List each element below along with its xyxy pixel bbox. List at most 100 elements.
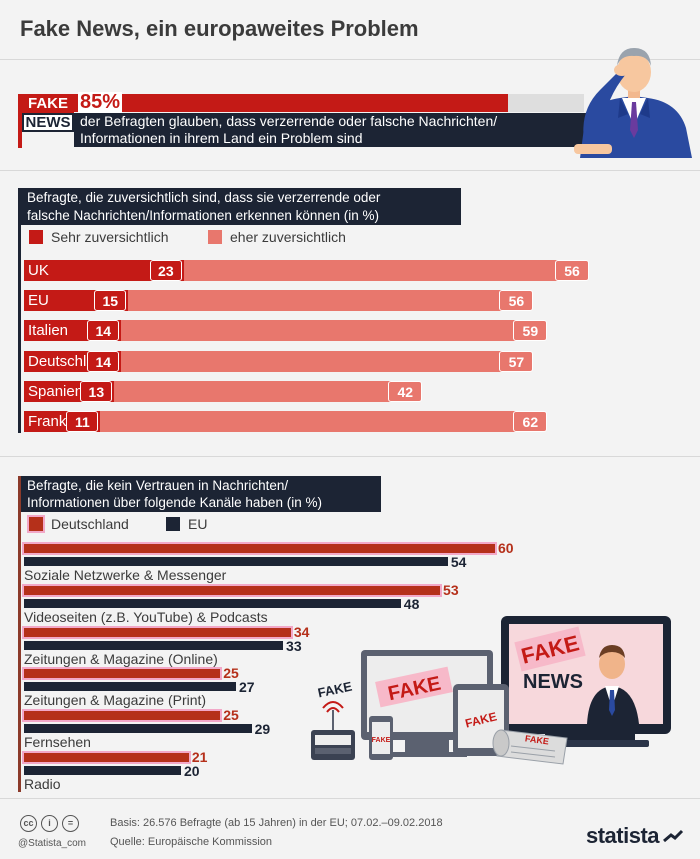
stat-description-line2: Informationen in ihrem Land ein Problem …	[80, 130, 363, 146]
category-label: Zeitungen & Magazine (Print)	[24, 692, 207, 708]
chart2-title-line1: Befragte, die kein Vertrauen in Nachrich…	[27, 478, 289, 493]
value-label-eu: 48	[403, 596, 420, 612]
value-label-deutschland: 25	[223, 707, 239, 723]
bar-eu-5	[24, 766, 181, 775]
value-label-deutschland: 21	[191, 749, 208, 765]
category-label: Frankreich	[28, 413, 99, 430]
chart2-title-line2: Informationen über folgende Kanäle haben	[27, 495, 283, 510]
category-label: Deutschland	[28, 353, 112, 370]
bar-eher-2	[121, 320, 532, 341]
bar-eher-4	[114, 381, 407, 402]
value-label-eher: 57	[499, 351, 534, 372]
bar-sehr-5	[24, 411, 101, 432]
statista-logo[interactable]: statista	[586, 823, 684, 849]
phone-fake-word: FAKE	[372, 737, 391, 744]
chart1-title-line2: falsche Nachrichten/Informationen erkenn…	[27, 208, 340, 223]
radio-fake-word: FAKE	[316, 679, 353, 701]
value-label-deutschland: 25	[223, 665, 239, 681]
category-label: UK	[28, 262, 49, 279]
bar-sehr-4	[24, 381, 115, 402]
bar-eher-3	[121, 351, 518, 372]
bar-deutschland-5	[22, 751, 191, 764]
value-label-eher: 42	[388, 381, 423, 402]
value-label-eher: 56	[499, 290, 534, 311]
legend-swatch-sehr	[29, 230, 43, 244]
value-label-eu: 54	[450, 554, 467, 570]
value-label-deutschland: 53	[443, 582, 459, 598]
stat-description: der Befragten glauben, dass verzerrende …	[74, 113, 594, 147]
statista-handle[interactable]: @Statista_com	[18, 838, 86, 849]
category-label: Videoseiten (z.B. YouTube) & Podcasts	[24, 609, 268, 625]
news-badge: NEWS	[22, 113, 74, 132]
bar-eu-0	[24, 557, 448, 566]
value-label-eher: 62	[513, 411, 548, 432]
stat-description-line1: der Befragten glauben, dass verzerrende …	[80, 113, 498, 129]
value-label-eu: 27	[238, 679, 255, 695]
value-label-sehr: 23	[149, 260, 182, 281]
legend-swatch-deutschland	[27, 515, 45, 533]
bar-deutschland-1	[21, 584, 443, 597]
bar-deutschland-2	[22, 626, 293, 639]
bar-eher-1	[128, 290, 518, 311]
fake-news-devices-illustration: FAKE NEWS FAKE FAKE FAKE FAKE FAKE	[311, 616, 671, 765]
value-label-sehr: 15	[94, 290, 127, 311]
stat-accent-bar	[18, 94, 22, 148]
value-label-eu: 20	[184, 763, 200, 779]
legend-label-sehr: Sehr zuversichtlich	[51, 229, 169, 245]
footer-basis: Basis: 26.576 Befragte (ab 15 Jahren) in…	[110, 817, 443, 829]
bar-eher-0	[183, 260, 574, 281]
category-label: Radio	[24, 776, 61, 792]
divider	[0, 170, 700, 171]
tv-news-word: NEWS	[523, 671, 583, 693]
stat-bar-fill	[74, 94, 508, 112]
statista-logo-icon	[663, 830, 684, 843]
legend-label-deutschland: Deutschland	[51, 516, 129, 532]
bar-eher-5	[100, 411, 532, 432]
page-title: Fake News, ein europaweites Problem	[20, 16, 419, 41]
category-label: Zeitungen & Magazine (Online)	[24, 651, 218, 667]
value-label-deutschland: 60	[498, 540, 514, 556]
attribution-icon: i	[41, 815, 58, 832]
value-label-eu: 29	[254, 721, 271, 737]
stressed-man-illustration	[574, 48, 692, 158]
bar-sehr-3	[24, 351, 122, 372]
value-label-eher: 59	[513, 320, 548, 341]
divider	[0, 456, 700, 457]
value-label-eher: 56	[555, 260, 590, 281]
cc-icon: cc	[20, 815, 37, 832]
chart2-accent-bar	[18, 476, 21, 792]
bar-deutschland-3	[21, 667, 223, 680]
legend-swatch-eu	[166, 517, 180, 531]
bar-eu-4	[24, 724, 252, 733]
stat-value: 85%	[78, 91, 123, 113]
bar-sehr-2	[24, 320, 122, 341]
category-label: Spanien	[28, 383, 84, 400]
category-label: Italien	[28, 322, 69, 339]
bar-eu-1	[24, 599, 401, 608]
value-label-sehr: 14	[87, 320, 120, 341]
bar-eu-3	[24, 682, 236, 691]
bar-deutschland-4	[21, 709, 223, 722]
divider	[0, 59, 700, 60]
legend-swatch-eher	[208, 230, 222, 244]
value-label-eu: 33	[286, 638, 302, 654]
bar-eu-2	[24, 641, 284, 650]
statista-logo-text: statista	[586, 823, 660, 848]
divider	[0, 798, 700, 799]
chart2-title: Befragte, die kein Vertrauen in Nachrich…	[21, 476, 381, 512]
value-label-sehr: 14	[87, 351, 120, 372]
fake-badge: FAKE	[22, 94, 74, 113]
category-label: EU	[28, 292, 49, 309]
chart1-accent-bar	[18, 188, 21, 433]
newspaper-fake-word: FAKE	[524, 733, 549, 746]
chart2-unit: (in %)	[286, 495, 322, 510]
no-derivatives-icon: =	[62, 815, 79, 832]
chart1-unit: (in %)	[343, 208, 379, 223]
bar-sehr-0	[24, 260, 184, 281]
chart1-title: Befragte, die zuversichtlich sind, dass …	[21, 188, 461, 225]
value-label-sehr: 13	[80, 381, 113, 402]
category-label: Soziale Netzwerke & Messenger	[24, 567, 227, 583]
category-label: Fernsehen	[24, 734, 91, 750]
footer-source: Quelle: Europäische Kommission	[110, 836, 273, 848]
legend-label-eu: EU	[188, 516, 208, 532]
